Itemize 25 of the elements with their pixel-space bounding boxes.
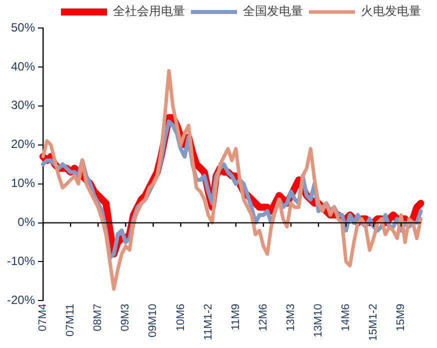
y-tick-label: 30% <box>10 98 36 112</box>
x-tick-label: 12M6 <box>257 304 270 332</box>
x-tick-label: 13M3 <box>284 304 297 332</box>
x-tick-label: 10M6 <box>174 304 187 332</box>
x-tick-label: 08M7 <box>92 304 104 332</box>
x-tick-label: 07M11 <box>64 304 77 337</box>
x-tick-label: 11M1-2 <box>202 304 214 340</box>
x-tick-label: 09M10 <box>147 304 160 338</box>
x-tick-label: 09M3 <box>120 304 132 332</box>
y-tick-label: -20% <box>7 293 36 308</box>
y-tick-label: 20% <box>10 137 36 152</box>
x-tick-label: 15M1-2 <box>368 304 380 341</box>
x-tick-label: 11M9 <box>230 304 242 330</box>
legend-label: 全社会用电量 <box>113 4 185 18</box>
y-tick-label: 10% <box>10 176 36 190</box>
x-tick-label: 15M9 <box>395 304 408 332</box>
x-tick-label: 14M6 <box>340 304 352 332</box>
x-tick-label: 13M10 <box>312 304 325 338</box>
y-tick-label: -10% <box>7 254 36 268</box>
y-tick-label: 0% <box>18 215 36 230</box>
y-tick-label: 40% <box>10 59 36 74</box>
x-tick-label: 07M4 <box>37 304 50 332</box>
legend-label: 全国发电量 <box>243 4 303 18</box>
y-tick-label: 50% <box>10 20 36 34</box>
legend-label: 火电发电量 <box>361 4 421 18</box>
